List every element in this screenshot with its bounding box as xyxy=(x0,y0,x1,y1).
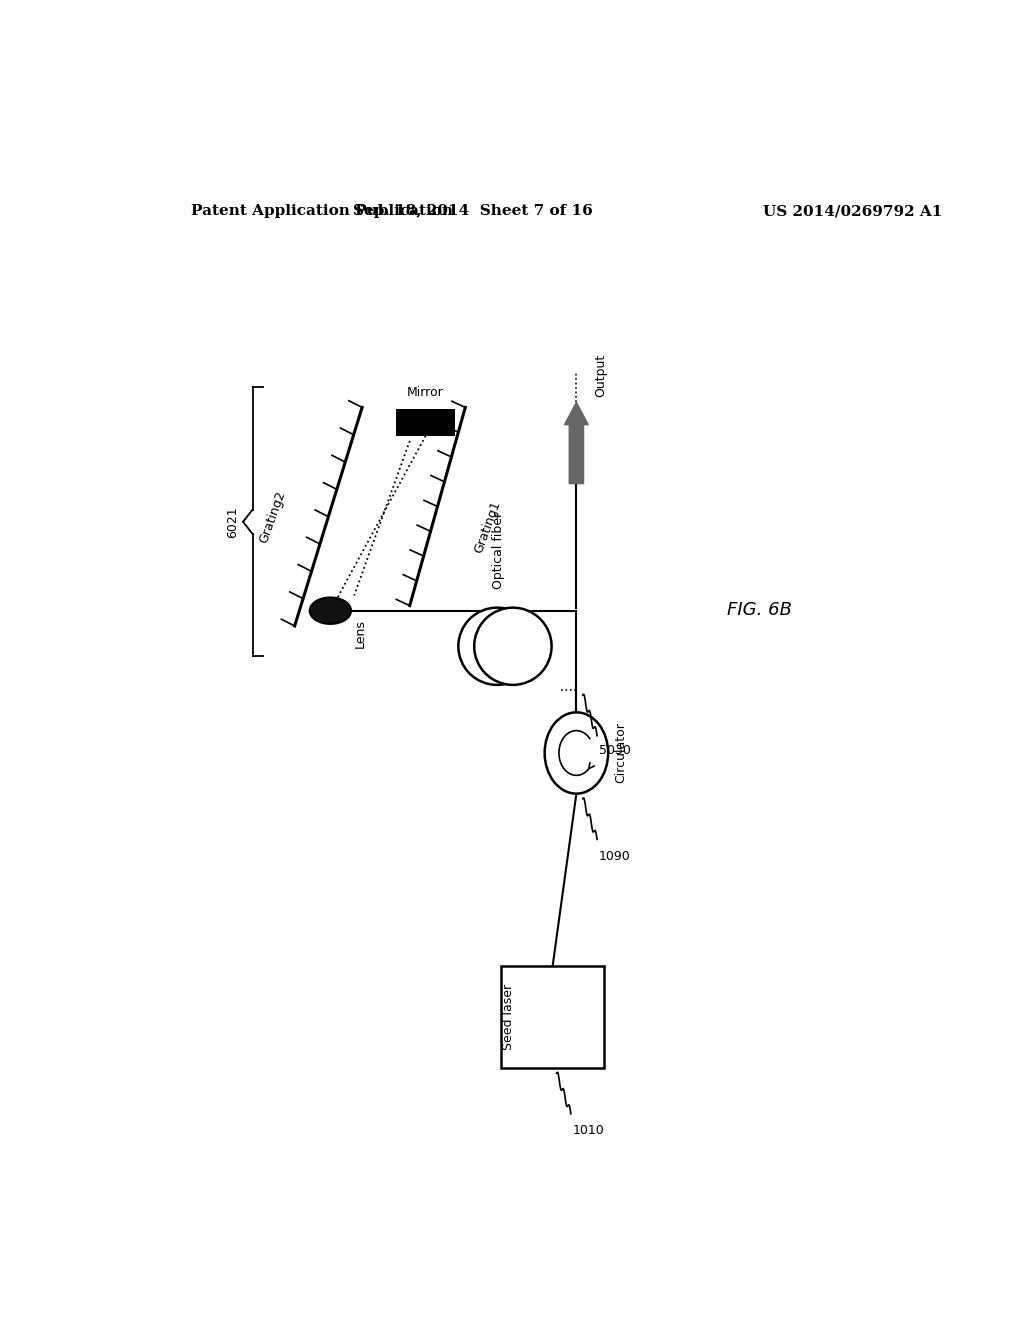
Text: 6021: 6021 xyxy=(226,506,239,537)
Text: Sep. 18, 2014  Sheet 7 of 16: Sep. 18, 2014 Sheet 7 of 16 xyxy=(353,205,593,218)
Text: US 2014/0269792 A1: US 2014/0269792 A1 xyxy=(763,205,942,218)
Text: 5030: 5030 xyxy=(599,744,631,756)
Text: Grating2: Grating2 xyxy=(257,488,289,545)
Text: Optical fiber: Optical fiber xyxy=(493,512,505,589)
FancyArrow shape xyxy=(564,403,588,483)
Text: FIG. 6B: FIG. 6B xyxy=(727,601,793,619)
Text: Mirror: Mirror xyxy=(408,387,444,399)
Ellipse shape xyxy=(474,607,552,685)
Text: Output: Output xyxy=(594,354,607,397)
Text: Circulator: Circulator xyxy=(614,722,628,784)
Text: Seed laser: Seed laser xyxy=(503,985,515,1051)
Bar xyxy=(501,966,604,1068)
Text: 1010: 1010 xyxy=(572,1125,604,1137)
Circle shape xyxy=(545,713,608,793)
Ellipse shape xyxy=(309,598,351,624)
Text: Lens: Lens xyxy=(354,619,368,648)
Ellipse shape xyxy=(459,607,536,685)
Text: Patent Application Publication: Patent Application Publication xyxy=(191,205,454,218)
Bar xyxy=(396,409,456,436)
Text: Grating1: Grating1 xyxy=(472,499,503,554)
Text: 1090: 1090 xyxy=(599,850,631,862)
